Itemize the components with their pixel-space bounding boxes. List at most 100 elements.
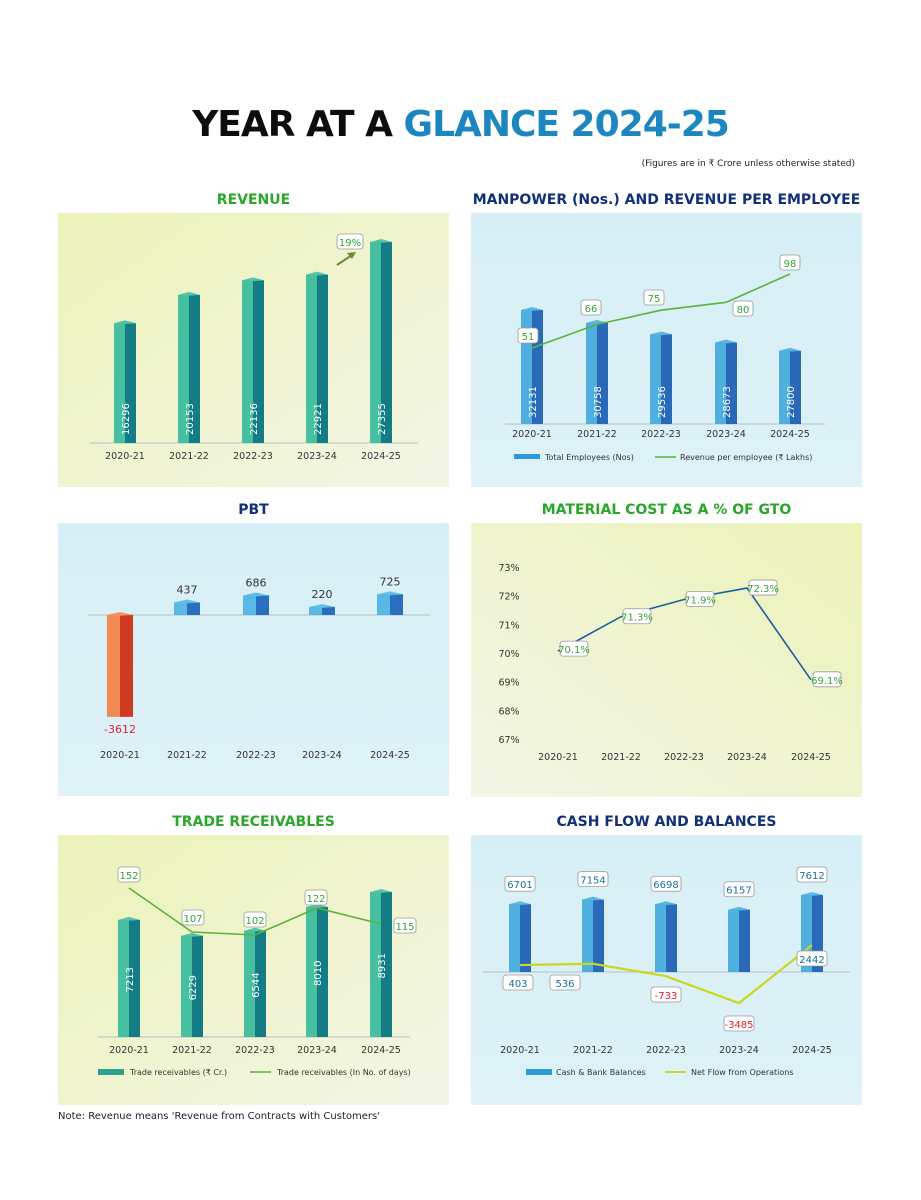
revenue-bar-top [306, 271, 328, 276]
revenue-per-employee-label-box [580, 299, 602, 316]
legend-label-receivables: Trade receivables (₹ Cr.) [129, 1068, 227, 1077]
revenue-bar-label: 27355 [377, 403, 388, 435]
net-flow-label: -3485 [724, 1020, 753, 1031]
receivable-days-label: 122 [306, 894, 325, 905]
employee-bar-top [779, 347, 801, 352]
employee-bar-face [521, 310, 532, 424]
revenue-per-employee-label: 66 [585, 304, 598, 315]
x-tick-label: 2020-21 [105, 451, 145, 462]
x-tick-label: 2020-21 [100, 750, 140, 761]
cash-balance-label-box [504, 875, 536, 892]
receivables-bar [244, 927, 266, 1037]
receivables-bar-face [244, 930, 255, 1037]
x-tick-label: 2020-21 [109, 1045, 149, 1056]
cash-balance-label: 7612 [799, 871, 824, 882]
pbt-bar-face [243, 595, 256, 615]
x-tick-label: 2024-25 [792, 1045, 832, 1056]
cash-balance-label: 6157 [726, 886, 751, 897]
revenue-title: REVENUE [216, 192, 291, 208]
material-cost-label-box [748, 579, 778, 596]
pbt-bar [243, 592, 269, 615]
employee-bar [521, 307, 543, 424]
revenue-bar-top [370, 239, 392, 243]
x-tick-label: 2023-24 [727, 752, 767, 763]
pbt-bar-face [174, 602, 187, 615]
revenue-bar-top [114, 320, 136, 325]
employee-bar-face [650, 334, 661, 424]
x-tick-label: 2023-24 [706, 429, 746, 440]
receivables-bar [306, 903, 328, 1037]
pbt-bar-side [187, 602, 200, 615]
pbt-bar-side [256, 595, 269, 615]
cash-bar-face [582, 899, 593, 972]
pbt-bar [174, 599, 200, 615]
material-title: MATERIAL COST AS A % OF GTO [541, 502, 792, 518]
employee-bar [650, 331, 672, 424]
x-tick-label: 2024-25 [770, 429, 810, 440]
employee-bar-side [790, 350, 801, 424]
pbt-value-label: 220 [312, 588, 333, 601]
title-part-black: YEAR AT A [192, 104, 404, 145]
revenue-growth-label: 19% [339, 238, 361, 249]
receivables-bar-top [370, 889, 392, 893]
cash-bar [801, 892, 823, 972]
revenue-per-employee-label: 80 [737, 305, 750, 316]
x-tick-label: 2023-24 [302, 750, 342, 761]
receivables-bar-side [317, 906, 328, 1037]
revenue-bar-face [306, 274, 317, 443]
revenue-per-employee-label-box [732, 300, 754, 317]
pbt-bar-face [377, 594, 390, 615]
material-cost-label: 72.3% [747, 584, 779, 595]
cash-balance-label-box [577, 871, 609, 888]
pbt-bar [107, 612, 133, 717]
net-flow-line [519, 944, 813, 1005]
x-tick-label: 2022-23 [236, 750, 276, 761]
x-tick-label: 2024-25 [361, 451, 401, 462]
manpower-title: MANPOWER (Nos.) AND REVENUE PER EMPLOYEE [472, 192, 861, 208]
legend-label-netflow: Net Flow from Operations [691, 1068, 794, 1077]
legend-label-cash: Cash & Bank Balances [556, 1068, 646, 1077]
net-flow-label-box [502, 974, 534, 991]
receivables-bar-face [370, 892, 381, 1037]
y-tick-label: 72% [498, 592, 519, 603]
receivables-bar-label: 6229 [188, 975, 199, 1000]
pbt-bar-top [377, 591, 403, 596]
revenue-per-employee-label-box [517, 327, 539, 344]
cash-bar-side [812, 895, 823, 972]
pbt-title: PBT [238, 502, 269, 518]
legend-label-days: Trade receivables (In No. of days) [276, 1068, 411, 1077]
x-tick-label: 2024-25 [370, 750, 410, 761]
receivable-days-label-box [393, 917, 417, 934]
x-tick-label: 2020-21 [538, 752, 578, 763]
cash-bar [655, 901, 677, 972]
receivable-days-label: 115 [395, 922, 414, 933]
x-tick-label: 2023-24 [297, 451, 337, 462]
cash-bar [509, 901, 531, 972]
revenue-bar [114, 320, 136, 443]
cash-bar-face [509, 904, 520, 972]
x-tick-label: 2022-23 [664, 752, 704, 763]
receivables-bar-top [306, 903, 328, 908]
receivable-days-label: 107 [183, 914, 202, 925]
pbt-value-label: 686 [246, 576, 267, 589]
page-title: YEAR AT A GLANCE 2024-25 [0, 104, 921, 145]
revenue-bar-face [178, 294, 189, 443]
x-tick-label: 2022-23 [235, 1045, 275, 1056]
legend-swatch-cash [526, 1069, 552, 1075]
pbt-bar-top [107, 612, 133, 616]
receivable-days-label-box [117, 866, 141, 883]
pbt-bar-face [309, 607, 322, 615]
cash-bar-top [801, 892, 823, 896]
y-tick-label: 73% [498, 563, 519, 574]
pbt-bar-side [322, 607, 335, 615]
net-flow-label: 536 [555, 979, 574, 990]
net-flow-label-box [723, 1015, 755, 1032]
revenue-bar-side [381, 242, 392, 443]
receivable-days-label-box [243, 911, 267, 928]
pbt-bar-face [107, 615, 120, 717]
revenue-bar-face [242, 280, 253, 443]
legend-swatch-receivables [98, 1069, 124, 1075]
pbt-value-label: -3612 [104, 723, 136, 736]
x-tick-label: 2020-21 [512, 429, 552, 440]
x-tick-label: 2021-22 [167, 750, 207, 761]
